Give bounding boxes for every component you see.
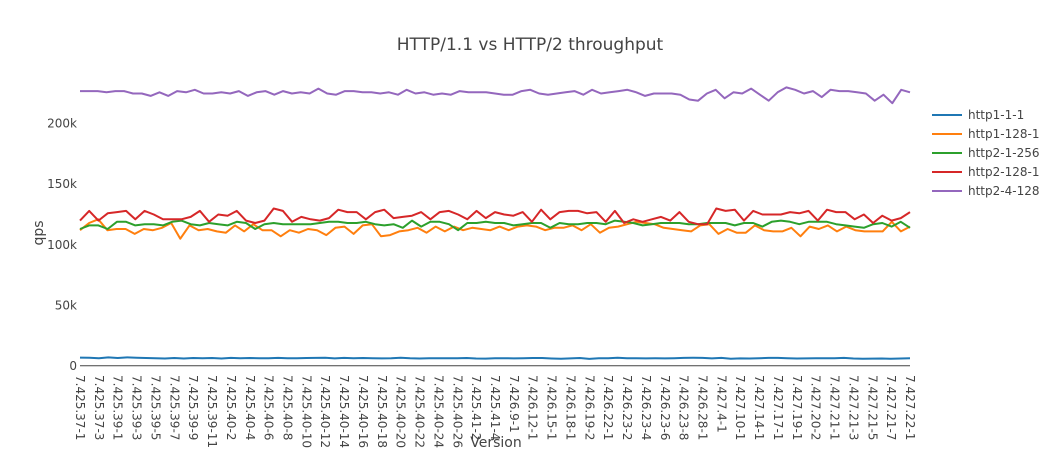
- legend-item-http1-1-1[interactable]: http1-1-1: [932, 108, 1024, 122]
- x-tick-label: 7.427.21-7: [884, 375, 898, 440]
- legend-label: http1-128-1: [968, 127, 1039, 141]
- x-tick-label: 7.426.23-6: [658, 375, 672, 440]
- plot-area: [79, 86, 911, 360]
- x-tick-label: 7.425.40-22: [413, 375, 427, 448]
- x-tick-label: 7.427.14-1: [752, 375, 766, 440]
- series-line-http2-4-128: [80, 86, 911, 105]
- x-tick-label: 7.425.40-18: [375, 375, 389, 448]
- series-line-http2-128-1: [79, 207, 911, 226]
- x-tick-label: 7.425.40-12: [318, 375, 332, 448]
- x-tick-label: 7.427.10-1: [733, 375, 747, 440]
- x-tick-label: 7.425.40-16: [356, 375, 370, 448]
- legend-label: http1-1-1: [968, 108, 1024, 122]
- chart-title: HTTP/1.1 vs HTTP/2 throughput: [397, 35, 664, 55]
- y-tick-label: 100k: [47, 238, 77, 252]
- x-tick-label: 7.426.18-1: [564, 375, 578, 440]
- series-line-http1-1-1: [79, 356, 911, 360]
- x-tick-label: 7.425.37-3: [92, 375, 106, 440]
- x-tick-label: 7.425.40-14: [337, 375, 351, 448]
- x-tick-label: 7.425.40-10: [299, 375, 313, 448]
- x-tick-label: 7.427.20-2: [809, 375, 823, 440]
- series-line-http2-1-256: [79, 219, 911, 232]
- legend[interactable]: http1-1-1 http1-128-1 http2-1-256 http2-128…: [932, 108, 1039, 198]
- x-tick-label: 7.425.41-4: [488, 375, 502, 440]
- y-axis-label: qps: [31, 220, 47, 245]
- x-tick-label: 7.425.40-6: [262, 375, 276, 440]
- legend-item-http2-1-256[interactable]: http2-1-256: [932, 146, 1039, 160]
- x-tick-label: 7.426.22-1: [601, 375, 615, 440]
- x-tick-label: 7.425.39-7: [167, 375, 181, 440]
- legend-item-http1-128-1[interactable]: http1-128-1: [932, 127, 1039, 141]
- x-tick-label: 7.426.23-8: [677, 375, 691, 440]
- x-tick-label: 7.426.12-1: [526, 375, 540, 440]
- x-tick-label: 7.426.19-2: [582, 375, 596, 440]
- x-tick-label: 7.426.28-1: [696, 375, 710, 440]
- y-tick-label: 0: [69, 359, 77, 373]
- x-tick-label: 7.425.39-5: [149, 375, 163, 440]
- y-tick-label: 150k: [47, 177, 77, 191]
- x-tick-label: 7.427.22-1: [903, 375, 917, 440]
- x-tick-label: 7.426.23-4: [639, 375, 653, 440]
- series-line-http1-128-1: [79, 218, 911, 240]
- x-tick-label: 7.425.40-2: [224, 375, 238, 440]
- x-tick-label: 7.426.15-1: [545, 375, 559, 440]
- legend-label: http2-4-128: [968, 184, 1039, 198]
- legend-label: http2-128-1: [968, 165, 1039, 179]
- x-axis-ticks: 7.425.37-1 7.425.37-3 7.425.39-1 7.425.39-3…: [73, 375, 917, 448]
- legend-item-http2-128-1[interactable]: http2-128-1: [932, 165, 1039, 179]
- y-axis-ticks: 0 50k 100k 150k 200k: [47, 117, 77, 373]
- x-tick-label: 7.425.41-2: [469, 375, 483, 440]
- x-tick-label: 7.427.4-1: [714, 375, 728, 433]
- legend-label: http2-1-256: [968, 146, 1039, 160]
- x-tick-label: 7.427.21-3: [846, 375, 860, 440]
- x-tick-label: 7.427.21-1: [828, 375, 842, 440]
- x-tick-label: 7.425.40-20: [394, 375, 408, 448]
- x-tick-label: 7.425.40-8: [281, 375, 295, 440]
- x-tick-label: 7.427.21-5: [865, 375, 879, 440]
- x-tick-label: 7.425.39-1: [111, 375, 125, 440]
- x-tick-label: 7.425.40-24: [431, 375, 445, 448]
- x-tick-label: 7.425.39-9: [186, 375, 200, 440]
- x-tick-label: 7.427.19-1: [790, 375, 804, 440]
- y-tick-label: 50k: [55, 298, 77, 312]
- x-tick-label: 7.425.37-1: [73, 375, 87, 440]
- legend-item-http2-4-128[interactable]: http2-4-128: [932, 184, 1039, 198]
- x-tick-label: 7.425.39-3: [130, 375, 144, 440]
- x-tick-label: 7.425.40-4: [243, 375, 257, 440]
- x-tick-label: 7.426.23-2: [620, 375, 634, 440]
- x-tick-label: 7.426.9-1: [507, 375, 521, 433]
- x-tick-label: 7.425.39-11: [205, 375, 219, 448]
- x-tick-label: 7.425.40-26: [450, 375, 464, 448]
- x-tick-label: 7.427.17-1: [771, 375, 785, 440]
- y-tick-label: 200k: [47, 117, 77, 131]
- x-axis-label: Version: [470, 435, 521, 450]
